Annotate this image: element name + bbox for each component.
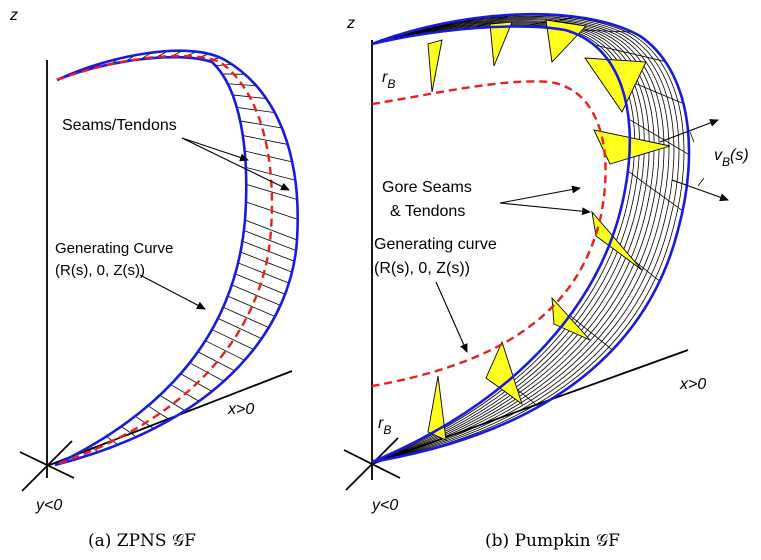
gore-segment xyxy=(489,21,513,67)
curve-label-b-1: Generating curve xyxy=(374,236,497,253)
gore-label-b-1: Gore Seams xyxy=(382,179,472,196)
gore-segment xyxy=(584,57,647,113)
gore-meridians-b xyxy=(371,13,690,463)
gore-arrow-1 xyxy=(499,185,581,204)
y-label-b: y<0 xyxy=(371,497,398,514)
gore-segment xyxy=(545,19,587,63)
vb-tick-1 xyxy=(689,131,695,143)
seam-line xyxy=(205,340,245,361)
meridian-line xyxy=(371,17,675,463)
seam-line xyxy=(90,445,99,453)
gore-arrow-2 xyxy=(499,202,591,216)
gore-segment xyxy=(427,39,443,93)
meridian-line xyxy=(371,20,660,463)
seam-line xyxy=(147,405,171,421)
gore-segment xyxy=(427,375,447,441)
curve-arrow-b xyxy=(435,281,468,353)
boundary-outer-b xyxy=(371,12,691,464)
seam-line xyxy=(223,306,269,328)
seam-line xyxy=(240,120,282,129)
x-label-b: x>0 xyxy=(679,376,706,393)
curve-arrow-a xyxy=(139,274,206,310)
z-label-a: z xyxy=(9,7,18,24)
gore-segment xyxy=(551,296,591,341)
gore-segment xyxy=(593,129,671,165)
z-label-b: z xyxy=(346,15,355,32)
seam-line xyxy=(244,219,298,241)
caption-b: (b) Pumpkin 𝒢F xyxy=(485,531,620,551)
x-axis-a xyxy=(46,370,293,467)
seam-line xyxy=(243,230,297,251)
rb-top-label: rB xyxy=(382,69,395,91)
vb-label: vB(s) xyxy=(714,147,749,169)
axis-cross-b xyxy=(343,449,401,479)
generating-curve-a xyxy=(54,54,274,467)
x-label-a: x>0 xyxy=(227,401,254,418)
y-label-a: y<0 xyxy=(35,497,62,514)
curve-label-b-2: (R(s), 0, Z(s)) xyxy=(374,260,470,277)
vb-arrow-up xyxy=(659,119,719,143)
gore-segment xyxy=(485,340,523,406)
seam-line xyxy=(121,426,137,438)
vb-arrow-down xyxy=(671,179,729,202)
seam-line xyxy=(159,394,186,412)
caption-a: (a) ZPNS 𝒢F xyxy=(88,531,196,551)
ring-line xyxy=(569,315,613,351)
meridian-line xyxy=(371,15,680,463)
axis-cross-a xyxy=(19,451,75,479)
vb-tick-2 xyxy=(697,177,705,187)
y-axis-a xyxy=(21,440,73,492)
seam-line xyxy=(217,318,262,339)
seam-line xyxy=(242,135,288,145)
rb-bottom-label: rB xyxy=(378,415,391,437)
gore-segment xyxy=(591,210,643,271)
panel-a: z x>0 y<0 Seams/Tendons Generating Curve… xyxy=(9,7,299,551)
seam-line xyxy=(211,329,254,350)
ring-line xyxy=(627,170,683,212)
meridian-line xyxy=(371,19,665,463)
panel-b: rB rB vB(s) z x>0 y<0 Gore Seams & Tendo… xyxy=(343,12,749,551)
seam-line xyxy=(246,183,298,200)
generating-curve-b xyxy=(371,80,607,388)
ring-line xyxy=(593,44,666,62)
seams-arrow-a-1 xyxy=(181,137,249,162)
meridian-line xyxy=(371,18,670,463)
ring-line xyxy=(628,118,690,156)
seams-arrow-a-2 xyxy=(181,137,290,191)
meridian-line xyxy=(371,21,655,463)
ring-line xyxy=(472,14,511,29)
seam-line xyxy=(227,295,276,317)
curve-label-a-2: (R(s), 0, Z(s)) xyxy=(55,262,145,279)
seams-label-a: Seams/Tendons xyxy=(62,117,177,134)
boundary-inner-b xyxy=(371,25,632,464)
curve-label-a-1: Generating Curve xyxy=(55,240,173,257)
gore-label-b-2: & Tendons xyxy=(390,203,465,220)
boundary-outer-a xyxy=(54,49,299,467)
